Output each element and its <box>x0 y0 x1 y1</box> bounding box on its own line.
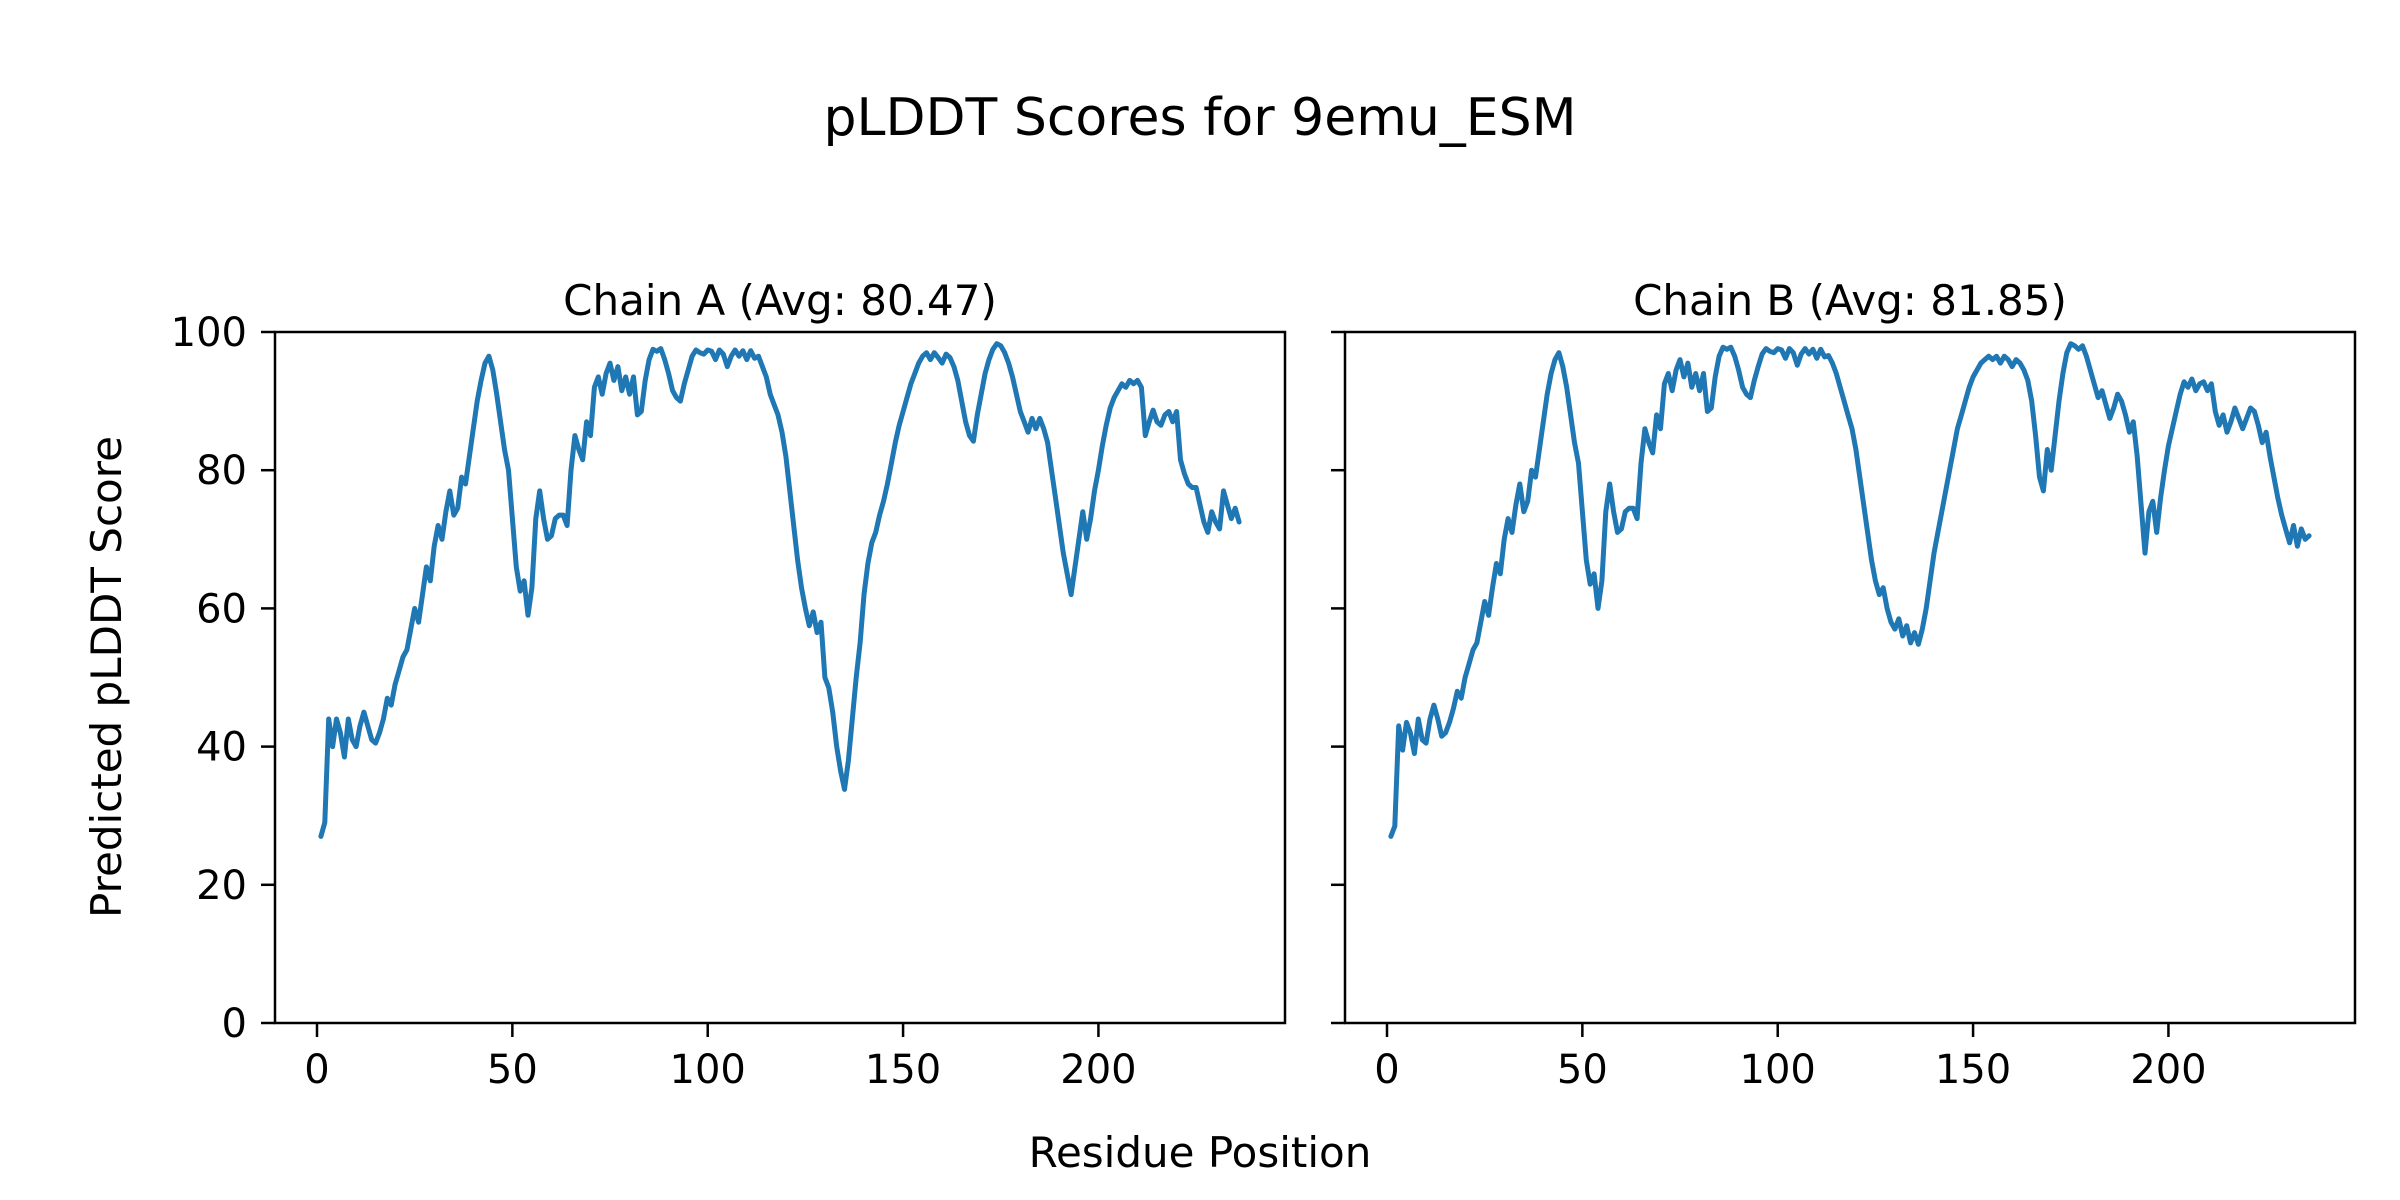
y-tick-label: 40 <box>196 725 247 771</box>
y-tick-label: 60 <box>196 586 247 632</box>
x-tick-label: 50 <box>487 1047 538 1093</box>
x-tick-label: 50 <box>1557 1047 1608 1093</box>
chain-b-plot-area: 0 50 100 150 200 <box>1331 330 2357 1093</box>
chain-a-plot-area: 0 50 100 150 200 0 20 40 60 80 100 <box>171 310 1287 1093</box>
subplot-chain-a: Chain A (Avg: 80.47) 0 50 100 150 200 0 20 40 60… <box>171 280 1287 1093</box>
x-tick-label: 100 <box>670 1047 746 1093</box>
x-tick-label: 200 <box>2130 1047 2206 1093</box>
x-tick-label: 0 <box>304 1047 329 1093</box>
x-tick-label: 150 <box>865 1047 941 1093</box>
y-tick-label: 0 <box>222 1001 247 1047</box>
y-tick-label: 100 <box>171 310 247 356</box>
x-axis-label: Residue Position <box>1028 1128 1372 1177</box>
figure-title: pLDDT Scores for 9emu_ESM <box>823 88 1577 148</box>
chain-a-title: Chain A (Avg: 80.47) <box>563 276 997 325</box>
x-tick-label: 200 <box>1060 1047 1136 1093</box>
y-axis-label-text: Predicted pLDDT Score <box>82 436 131 918</box>
x-tick-label: 100 <box>1740 1047 1816 1093</box>
subplot-chain-b: Chain B (Avg: 81.85) 0 50 100 150 200 <box>1331 280 2357 1093</box>
axes-spines <box>1343 330 2357 1025</box>
y-tick-label: 20 <box>196 863 247 909</box>
chain-b-title: Chain B (Avg: 81.85) <box>1633 276 2067 325</box>
x-tick-label: 0 <box>1374 1047 1399 1093</box>
plddt-line-chain-a <box>318 341 1242 839</box>
x-tick-label: 150 <box>1935 1047 2011 1093</box>
y-tick-label: 80 <box>196 448 247 494</box>
axes-spines <box>273 330 1287 1025</box>
plddt-line-chain-b <box>1388 341 2312 839</box>
